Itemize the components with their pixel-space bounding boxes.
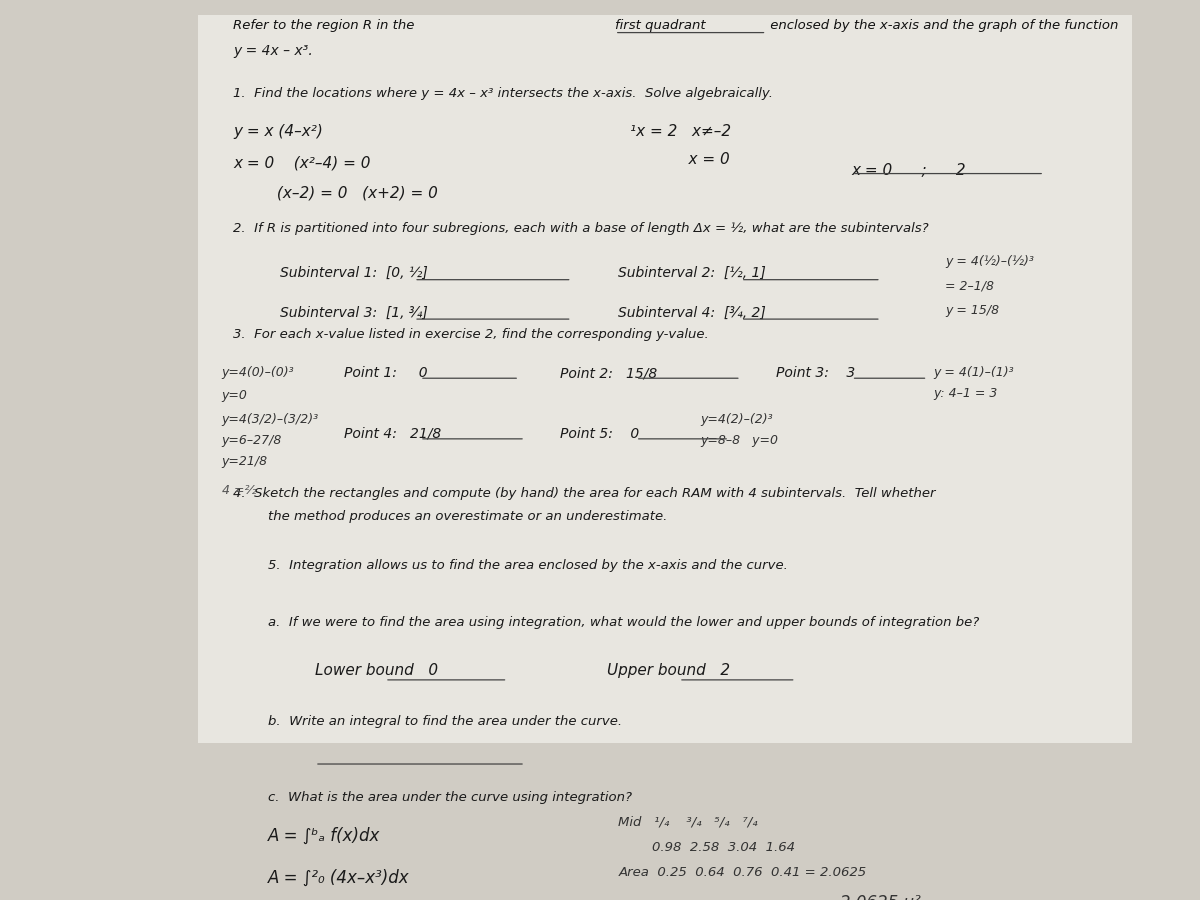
- Text: b.  Write an integral to find the area under the curve.: b. Write an integral to find the area un…: [269, 715, 623, 728]
- Text: ¹x = 2   x≠–2: ¹x = 2 x≠–2: [630, 123, 731, 139]
- Text: A = ∫²₀ (4x–x³)dx: A = ∫²₀ (4x–x³)dx: [269, 868, 410, 886]
- Text: 1.  Find the locations where y = 4x – x³ intersects the x-axis.  Solve algebraic: 1. Find the locations where y = 4x – x³ …: [233, 87, 773, 100]
- Text: a.  If we were to find the area using integration, what would the lower and uppe: a. If we were to find the area using int…: [269, 616, 979, 629]
- Text: = 2–1/8: = 2–1/8: [944, 280, 994, 292]
- Text: y=0: y=0: [222, 389, 247, 401]
- FancyBboxPatch shape: [198, 15, 1132, 742]
- Text: A = ∫ᵇₐ f(x)dx: A = ∫ᵇₐ f(x)dx: [269, 827, 380, 845]
- Text: Subinterval 1:  [0, ½]: Subinterval 1: [0, ½]: [280, 266, 427, 280]
- Text: y=4(0)–(0)³: y=4(0)–(0)³: [222, 366, 294, 379]
- Text: Subinterval 2:  [½, 1]: Subinterval 2: [½, 1]: [618, 266, 766, 280]
- Text: 2.0625 u²: 2.0625 u²: [840, 894, 920, 900]
- Text: x = 0: x = 0: [630, 152, 730, 167]
- Text: 5.  Integration allows us to find the area enclosed by the x-axis and the curve.: 5. Integration allows us to find the are…: [269, 560, 788, 572]
- Text: y=4(3/2)–(3/2)³: y=4(3/2)–(3/2)³: [222, 413, 319, 426]
- Text: the method produces an overestimate or an underestimate.: the method produces an overestimate or a…: [269, 510, 667, 523]
- Text: Point 1:     0: Point 1: 0: [344, 366, 427, 380]
- Text: Lower bound   0: Lower bound 0: [314, 663, 438, 679]
- Text: y = 4(1)–(1)³: y = 4(1)–(1)³: [934, 366, 1014, 379]
- Text: x = 0      ;      2: x = 0 ; 2: [852, 163, 966, 178]
- Text: Point 5:    0: Point 5: 0: [560, 427, 640, 441]
- Text: y = 4x – x³.: y = 4x – x³.: [233, 44, 313, 58]
- Text: 4.  Sketch the rectangles and compute (by hand) the area for each RAM with 4 sub: 4. Sketch the rectangles and compute (by…: [233, 488, 936, 500]
- Text: Mid   ¹/₄    ³/₄   ⁵/₄   ⁷/₄: Mid ¹/₄ ³/₄ ⁵/₄ ⁷/₄: [618, 815, 758, 829]
- Text: y: 4–1 = 3: y: 4–1 = 3: [934, 387, 997, 400]
- Text: y = x (4–x²): y = x (4–x²): [233, 123, 323, 139]
- Text: Upper bound   2: Upper bound 2: [607, 663, 730, 679]
- Text: Area  0.25  0.64  0.76  0.41 = 2.0625: Area 0.25 0.64 0.76 0.41 = 2.0625: [618, 867, 866, 879]
- Text: Point 4:   21/8: Point 4: 21/8: [344, 427, 442, 441]
- Text: c.  What is the area under the curve using integration?: c. What is the area under the curve usin…: [269, 790, 632, 804]
- Text: first quadrant: first quadrant: [614, 19, 706, 32]
- Text: 2.  If R is partitioned into four subregions, each with a base of length Δx = ½,: 2. If R is partitioned into four subregi…: [233, 222, 929, 235]
- Text: Subinterval 3:  [1, ¾]: Subinterval 3: [1, ¾]: [280, 305, 427, 320]
- Text: y=6–27/8: y=6–27/8: [222, 435, 282, 447]
- Text: Subinterval 4:  [¾, 2]: Subinterval 4: [¾, 2]: [618, 305, 766, 320]
- Text: y=4(2)–(2)³: y=4(2)–(2)³: [700, 413, 773, 426]
- Text: enclosed by the x-axis and the graph of the function: enclosed by the x-axis and the graph of …: [767, 19, 1118, 32]
- Text: x = 0    (x²–4) = 0: x = 0 (x²–4) = 0: [233, 156, 371, 170]
- Text: y=8–8   y=0: y=8–8 y=0: [700, 435, 778, 447]
- Text: y = 15/8: y = 15/8: [944, 304, 1000, 317]
- Text: Point 3:    3: Point 3: 3: [775, 366, 856, 380]
- Text: y=21/8: y=21/8: [222, 454, 268, 468]
- Text: Refer to the region R in the: Refer to the region R in the: [233, 19, 419, 32]
- Text: 4 =²⁄₂: 4 =²⁄₂: [222, 483, 257, 497]
- Text: (x–2) = 0   (x+2) = 0: (x–2) = 0 (x+2) = 0: [233, 185, 438, 201]
- Text: 0.98  2.58  3.04  1.64: 0.98 2.58 3.04 1.64: [618, 841, 796, 853]
- Text: y = 4(½)–(½)³: y = 4(½)–(½)³: [944, 255, 1034, 267]
- Text: Point 2:   15/8: Point 2: 15/8: [560, 366, 658, 380]
- Text: 3.  For each x-value listed in exercise 2, find the corresponding y-value.: 3. For each x-value listed in exercise 2…: [233, 328, 709, 341]
